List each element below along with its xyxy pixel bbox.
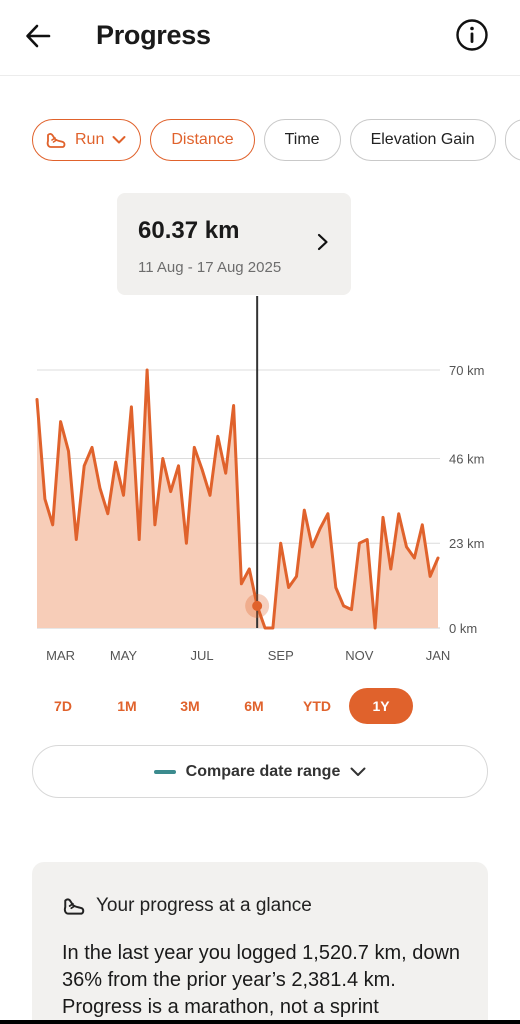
range-6m[interactable]: 6M	[223, 688, 285, 724]
back-button[interactable]	[20, 18, 56, 54]
glance-title: Your progress at a glance	[96, 895, 312, 916]
info-button[interactable]	[454, 17, 490, 53]
x-tick-label: NOV	[345, 648, 374, 663]
distance-series-line	[35, 368, 440, 630]
selected-week-tooltip[interactable]: 60.37 km 11 Aug - 17 Aug 2025	[117, 193, 351, 295]
chip-elevation-gain[interactable]: Elevation Gain	[349, 119, 496, 161]
home-indicator-bar	[0, 1020, 520, 1024]
distance-chart-svg: 0 km 23 km 46 km 70 km MAR MAY JUL SEP NOV JAN	[35, 296, 484, 663]
chevron-right-icon	[317, 233, 328, 251]
compare-date-range-label: Compare date range	[185, 762, 341, 780]
x-tick-label: MAY	[110, 648, 138, 663]
x-tick-label: SEP	[268, 648, 294, 663]
chip-time-label: Time	[284, 131, 320, 148]
range-ytd[interactable]: YTD	[286, 688, 348, 724]
top-app-bar: Progress	[0, 0, 520, 76]
progress-glance-card: Your progress at a glance In the last ye…	[32, 862, 488, 1024]
glance-header: Your progress at a glance	[62, 894, 312, 918]
arrow-left-icon	[26, 24, 51, 48]
x-tick-label: JAN	[426, 648, 451, 663]
x-tick-label: MAR	[46, 648, 75, 663]
distance-chart[interactable]: 0 km 23 km 46 km 70 km MAR MAY JUL SEP NOV JAN	[0, 296, 520, 681]
sport-selector-label: Run	[75, 131, 105, 148]
range-7d-label: 7D	[54, 698, 72, 714]
y-tick-label: 46 km	[449, 451, 484, 466]
glance-summary-text: In the last year you logged 1,520.7 km, …	[62, 942, 461, 1018]
selected-week-distance: 60.37 km	[138, 217, 240, 244]
chip-time[interactable]: Time	[263, 119, 341, 161]
run-shoe-icon	[63, 898, 85, 915]
range-1y[interactable]: 1Y	[349, 688, 413, 724]
run-shoe-icon	[46, 133, 66, 148]
selected-week-date-range: 11 Aug - 17 Aug 2025	[138, 259, 282, 276]
x-tick-label: JUL	[191, 648, 214, 663]
selected-point	[252, 600, 263, 611]
chevron-down-icon	[112, 136, 126, 144]
page-title: Progress	[96, 20, 211, 50]
chip-more[interactable]	[504, 119, 520, 161]
range-3m-label: 3M	[180, 698, 200, 714]
metric-filter-chips: Run Distance Time Elevation Gain	[32, 119, 520, 163]
sport-selector-chip[interactable]: Run	[32, 119, 142, 161]
y-tick-label: 23 km	[449, 536, 484, 551]
range-1y-label: 1Y	[372, 698, 390, 714]
y-tick-label: 0 km	[449, 621, 477, 636]
range-3m[interactable]: 3M	[159, 688, 221, 724]
chip-distance-label: Distance	[171, 131, 234, 148]
range-7d[interactable]: 7D	[32, 688, 94, 724]
range-1m[interactable]: 1M	[96, 688, 158, 724]
chip-distance[interactable]: Distance	[150, 119, 255, 161]
chevron-down-icon	[350, 767, 366, 776]
y-tick-label: 70 km	[449, 363, 484, 378]
info-circle-icon	[456, 19, 488, 51]
range-6m-label: 6M	[244, 698, 264, 714]
chip-elevation-gain-label: Elevation Gain	[370, 131, 475, 148]
compare-indicator	[153, 769, 176, 774]
range-ytd-label: YTD	[303, 698, 331, 714]
time-range-selector: 7D 1M 3M 6M YTD 1Y	[32, 688, 432, 724]
compare-date-range-button[interactable]: Compare date range	[32, 745, 488, 798]
range-1m-label: 1M	[117, 698, 137, 714]
